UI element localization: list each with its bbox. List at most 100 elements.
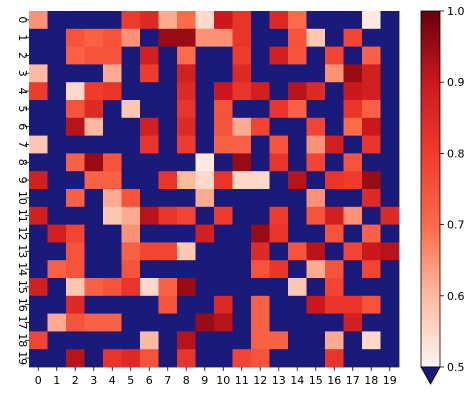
heatmap-cell xyxy=(47,295,67,314)
heatmap-cell xyxy=(66,117,85,136)
heatmap-cell xyxy=(288,100,307,119)
heatmap-cell xyxy=(195,224,215,243)
heatmap-cell xyxy=(325,189,344,208)
heatmap-cell xyxy=(29,82,48,101)
heatmap-cell xyxy=(269,82,289,101)
heatmap-cell xyxy=(288,11,307,30)
heatmap-cell xyxy=(251,46,270,65)
heatmap-cell xyxy=(269,206,289,225)
heatmap-cell xyxy=(29,206,48,225)
heatmap-cell xyxy=(288,28,307,47)
heatmap-cell xyxy=(47,278,67,297)
heatmap-cell xyxy=(325,349,344,368)
heatmap-cell xyxy=(84,242,104,261)
heatmap-cell xyxy=(232,82,252,101)
heatmap-cell xyxy=(158,224,178,243)
heatmap-cell xyxy=(121,117,141,136)
heatmap-cell xyxy=(66,278,85,297)
heatmap-cell xyxy=(177,206,196,225)
heatmap-cell xyxy=(343,100,363,119)
heatmap-cell xyxy=(47,82,67,101)
heatmap-cell xyxy=(214,135,233,154)
heatmap-cell xyxy=(269,46,289,65)
heatmap-cell xyxy=(177,242,196,261)
heatmap-cell xyxy=(66,313,85,332)
heatmap-cell xyxy=(214,260,233,279)
y-tick-label: 2 xyxy=(16,52,29,59)
heatmap-cell xyxy=(306,349,326,368)
heatmap-cell xyxy=(380,189,400,208)
heatmap-cell xyxy=(288,135,307,154)
colorbar-tick-label: 0.5 xyxy=(447,361,465,374)
heatmap-cell xyxy=(306,331,326,350)
heatmap-cell xyxy=(177,313,196,332)
heatmap-cell xyxy=(343,82,363,101)
heatmap-cell xyxy=(288,171,307,190)
heatmap-cell xyxy=(177,224,196,243)
heatmap-cell xyxy=(103,46,122,65)
heatmap-cell xyxy=(66,260,85,279)
heatmap-cell xyxy=(177,278,196,297)
heatmap-cell xyxy=(177,82,196,101)
heatmap-cell xyxy=(195,278,215,297)
heatmap-cell xyxy=(269,64,289,83)
heatmap-cell xyxy=(103,242,122,261)
heatmap-cell xyxy=(343,313,363,332)
heatmap-cell xyxy=(251,82,270,101)
y-tick-label: 19 xyxy=(16,351,29,365)
heatmap-cell xyxy=(251,153,270,172)
heatmap-cell xyxy=(380,135,400,154)
heatmap-cell xyxy=(103,331,122,350)
heatmap-cell xyxy=(380,28,400,47)
heatmap-cell xyxy=(195,135,215,154)
x-tick-label: 17 xyxy=(346,374,360,387)
heatmap-cell xyxy=(103,260,122,279)
heatmap-cell xyxy=(325,46,344,65)
heatmap-cell xyxy=(103,295,122,314)
heatmap-cell xyxy=(29,64,48,83)
heatmap-cell xyxy=(288,278,307,297)
heatmap-cell xyxy=(66,206,85,225)
heatmap-cell xyxy=(380,153,400,172)
heatmap-cell xyxy=(195,349,215,368)
heatmap-cell xyxy=(325,64,344,83)
y-tick-label: 17 xyxy=(16,316,29,330)
heatmap-cell xyxy=(84,135,104,154)
y-tick-label: 10 xyxy=(16,191,29,205)
heatmap-cell xyxy=(380,260,400,279)
x-tick-label: 16 xyxy=(327,374,341,387)
heatmap-cell xyxy=(195,28,215,47)
heatmap-cell xyxy=(269,242,289,261)
heatmap-cell xyxy=(362,153,381,172)
heatmap-cell xyxy=(380,171,400,190)
heatmap-cell xyxy=(195,171,215,190)
heatmap-cell xyxy=(343,331,363,350)
heatmap-cell xyxy=(84,331,104,350)
heatmap-cell xyxy=(325,313,344,332)
y-tick-label: 11 xyxy=(16,209,29,223)
heatmap-cell xyxy=(121,135,141,154)
heatmap-cell xyxy=(362,313,381,332)
heatmap-cell xyxy=(288,64,307,83)
y-tick-label: 9 xyxy=(16,177,29,184)
heatmap-cell xyxy=(269,278,289,297)
heatmap-cell xyxy=(232,117,252,136)
heatmap-cell xyxy=(306,11,326,30)
heatmap-cell xyxy=(380,278,400,297)
heatmap-cell xyxy=(103,224,122,243)
y-tick-label: 0 xyxy=(16,16,29,23)
heatmap-cell xyxy=(140,117,159,136)
x-tick-label: 13 xyxy=(272,374,286,387)
heatmap-cell xyxy=(362,242,381,261)
heatmap-cell xyxy=(29,349,48,368)
heatmap-cell xyxy=(121,82,141,101)
heatmap-cell xyxy=(232,171,252,190)
heatmap-cell xyxy=(380,117,400,136)
heatmap-cell xyxy=(195,331,215,350)
heatmap-cell xyxy=(140,64,159,83)
heatmap-cell xyxy=(140,153,159,172)
colorbar-tick-label: 0.9 xyxy=(447,76,465,89)
heatmap-cell xyxy=(343,153,363,172)
colorbar-tick-label: 1.0 xyxy=(447,5,465,18)
heatmap-cell xyxy=(140,349,159,368)
